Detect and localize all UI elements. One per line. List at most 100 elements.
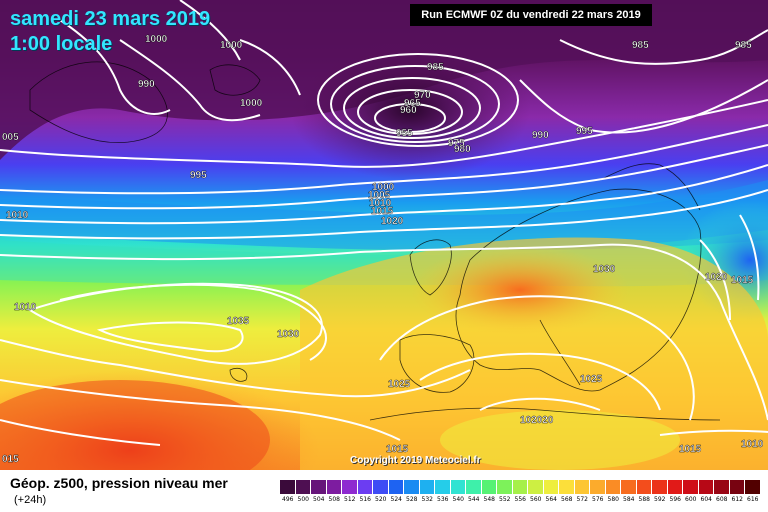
color-scale-tick: 532 bbox=[421, 496, 433, 503]
isobar-label: 1020 bbox=[705, 272, 728, 283]
color-swatch bbox=[357, 480, 373, 494]
warm-core-europe bbox=[410, 245, 630, 335]
color-scale-tick: 512 bbox=[344, 496, 356, 503]
isobar-label: 990 bbox=[532, 130, 549, 141]
isobar-label: 1015 bbox=[679, 444, 702, 455]
color-swatch bbox=[574, 480, 590, 494]
color-swatch bbox=[435, 480, 451, 494]
isobar-label: 970 bbox=[414, 90, 431, 101]
isobar-label: 955 bbox=[396, 128, 413, 139]
copyright-notice: Copyright 2019 Meteociel.fr bbox=[350, 455, 481, 466]
isobar-label: 1025 bbox=[580, 374, 603, 385]
isobar-label: 1010 bbox=[6, 210, 29, 221]
scandinavia-coast bbox=[599, 163, 701, 211]
color-scale-tick: 520 bbox=[375, 496, 387, 503]
color-swatch bbox=[388, 480, 404, 494]
color-swatch bbox=[342, 480, 358, 494]
british-isles-coast bbox=[409, 239, 452, 296]
color-swatch bbox=[698, 480, 714, 494]
isobar-label: 980 bbox=[454, 144, 471, 155]
color-swatch bbox=[683, 480, 699, 494]
isobar-label: 960 bbox=[400, 105, 417, 116]
isobar-label: 1005 bbox=[368, 190, 391, 201]
color-swatch bbox=[295, 480, 311, 494]
isobar-label: 1015 bbox=[386, 444, 409, 455]
color-scale-tick: 600 bbox=[685, 496, 697, 503]
color-swatch bbox=[419, 480, 435, 494]
color-scale-tick: 596 bbox=[669, 496, 681, 503]
color-swatch bbox=[729, 480, 745, 494]
coastlines bbox=[29, 61, 721, 421]
italy-coast bbox=[539, 319, 581, 386]
isobar-label: 1010 bbox=[741, 439, 764, 450]
color-scale-tick: 496 bbox=[282, 496, 294, 503]
color-scale-tick: 516 bbox=[359, 496, 371, 503]
color-scale-tick: 556 bbox=[514, 496, 526, 503]
isobar-label: 995 bbox=[190, 170, 207, 181]
isobar-label: 985 bbox=[427, 62, 444, 73]
color-swatch bbox=[311, 480, 327, 494]
isobar-label: 1015 bbox=[731, 275, 754, 286]
isobar-lines bbox=[0, 0, 768, 445]
color-scale-tick: 608 bbox=[716, 496, 728, 503]
color-scale-tick: 568 bbox=[561, 496, 573, 503]
color-swatch bbox=[745, 480, 761, 494]
color-scale-tick: 500 bbox=[297, 496, 309, 503]
legend-title: Géop. z500, pression niveau mer bbox=[10, 475, 228, 491]
isobar-label: 1000 bbox=[220, 40, 243, 51]
isobar-label: 1030 bbox=[593, 264, 616, 275]
greenland-coast bbox=[29, 61, 168, 144]
isobar-label: 995 bbox=[576, 126, 593, 137]
color-swatch bbox=[497, 480, 513, 494]
color-swatch bbox=[559, 480, 575, 494]
color-swatch bbox=[605, 480, 621, 494]
map-canvas: 1000 1000 1000 990 005 985 985 985 970965960 955 9… bbox=[0, 0, 768, 470]
isobar-label: 990 bbox=[138, 79, 155, 90]
forecast-time: 1:00 locale bbox=[10, 33, 113, 55]
color-scale-tick: 564 bbox=[545, 496, 557, 503]
isobar-labels: 1000 1000 1000 990 005 985 985 985 970965960 955 9… bbox=[2, 34, 764, 465]
color-swatch bbox=[512, 480, 528, 494]
azores-coast bbox=[229, 367, 248, 382]
color-scale-tick: 548 bbox=[483, 496, 495, 503]
color-scale-tick: 524 bbox=[390, 496, 402, 503]
forecast-map: 1000 1000 1000 990 005 985 985 985 970965960 955 9… bbox=[0, 0, 768, 470]
color-scale-tick: 576 bbox=[592, 496, 604, 503]
legend-panel: Géop. z500, pression niveau mer (+24h) 4… bbox=[0, 470, 768, 512]
color-scale-tick: 612 bbox=[731, 496, 743, 503]
color-scale-tick: 552 bbox=[499, 496, 511, 503]
color-swatch bbox=[280, 480, 296, 494]
color-swatch bbox=[714, 480, 730, 494]
color-swatch bbox=[590, 480, 606, 494]
isobar-label: 005 bbox=[2, 132, 19, 143]
color-swatch bbox=[621, 480, 637, 494]
color-scale-tick: 616 bbox=[747, 496, 759, 503]
isobar-label: 1035 bbox=[227, 316, 250, 327]
iceland-coast bbox=[209, 64, 261, 96]
isobar-label: 985 bbox=[735, 40, 752, 51]
iberia-coast bbox=[399, 334, 475, 393]
color-swatch bbox=[404, 480, 420, 494]
europe-coast bbox=[455, 188, 702, 392]
isobar-label: 965 bbox=[404, 98, 421, 109]
color-scale-tick: 560 bbox=[530, 496, 542, 503]
isobar-label: 1015 bbox=[371, 206, 394, 217]
color-scale-tick: 544 bbox=[468, 496, 480, 503]
color-scale-tick: 536 bbox=[437, 496, 449, 503]
color-swatch bbox=[481, 480, 497, 494]
color-swatch bbox=[373, 480, 389, 494]
model-run-info: Run ECMWF 0Z du vendredi 22 mars 2019 bbox=[410, 4, 652, 26]
color-swatch bbox=[636, 480, 652, 494]
legend-subtitle: (+24h) bbox=[14, 494, 47, 506]
isobar-label: 985 bbox=[632, 40, 649, 51]
isobar-label: 1030 bbox=[277, 329, 300, 340]
color-scale-tick: 580 bbox=[607, 496, 619, 503]
color-swatch bbox=[528, 480, 544, 494]
isobar-label: 1010 bbox=[369, 198, 392, 209]
color-swatch bbox=[652, 480, 668, 494]
color-scale-tick: 588 bbox=[638, 496, 650, 503]
isobar-label: 975 bbox=[448, 138, 465, 149]
isobar-label: 102020 bbox=[520, 415, 554, 426]
isobar-label: 1025 bbox=[388, 379, 411, 390]
